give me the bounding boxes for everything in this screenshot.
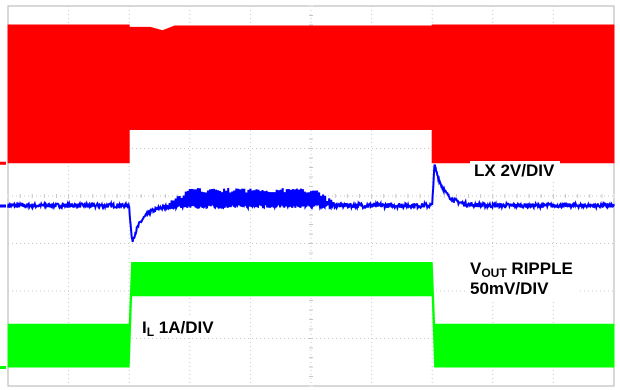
- il-channel-label: IL 1A/DIV: [138, 318, 220, 338]
- vout-ripple-channel-label: VOUT RIPPLE 50mV/DIV: [466, 259, 577, 299]
- lx-trace: [7, 24, 615, 164]
- il-trace: [7, 262, 615, 368]
- channel-ground-marker: [0, 204, 6, 208]
- plot-traces: [0, 24, 615, 369]
- channel-ground-marker: [0, 161, 6, 165]
- vout-ripple-trace: [7, 164, 615, 243]
- channel-ground-marker: [0, 366, 6, 369]
- lx-channel-label: LX 2V/DIV: [470, 161, 561, 181]
